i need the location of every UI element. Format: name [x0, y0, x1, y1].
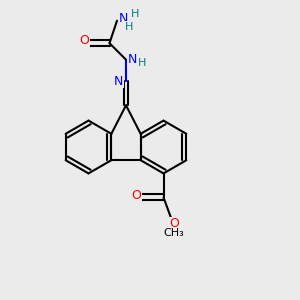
Text: N: N	[119, 12, 128, 25]
Text: O: O	[80, 34, 89, 47]
Text: H: H	[138, 58, 147, 68]
Text: N: N	[114, 75, 123, 88]
Text: N: N	[128, 53, 137, 66]
Text: O: O	[132, 189, 141, 203]
Text: H: H	[125, 22, 133, 32]
Text: CH₃: CH₃	[164, 228, 184, 239]
Text: H: H	[131, 9, 139, 19]
Text: O: O	[169, 217, 179, 230]
